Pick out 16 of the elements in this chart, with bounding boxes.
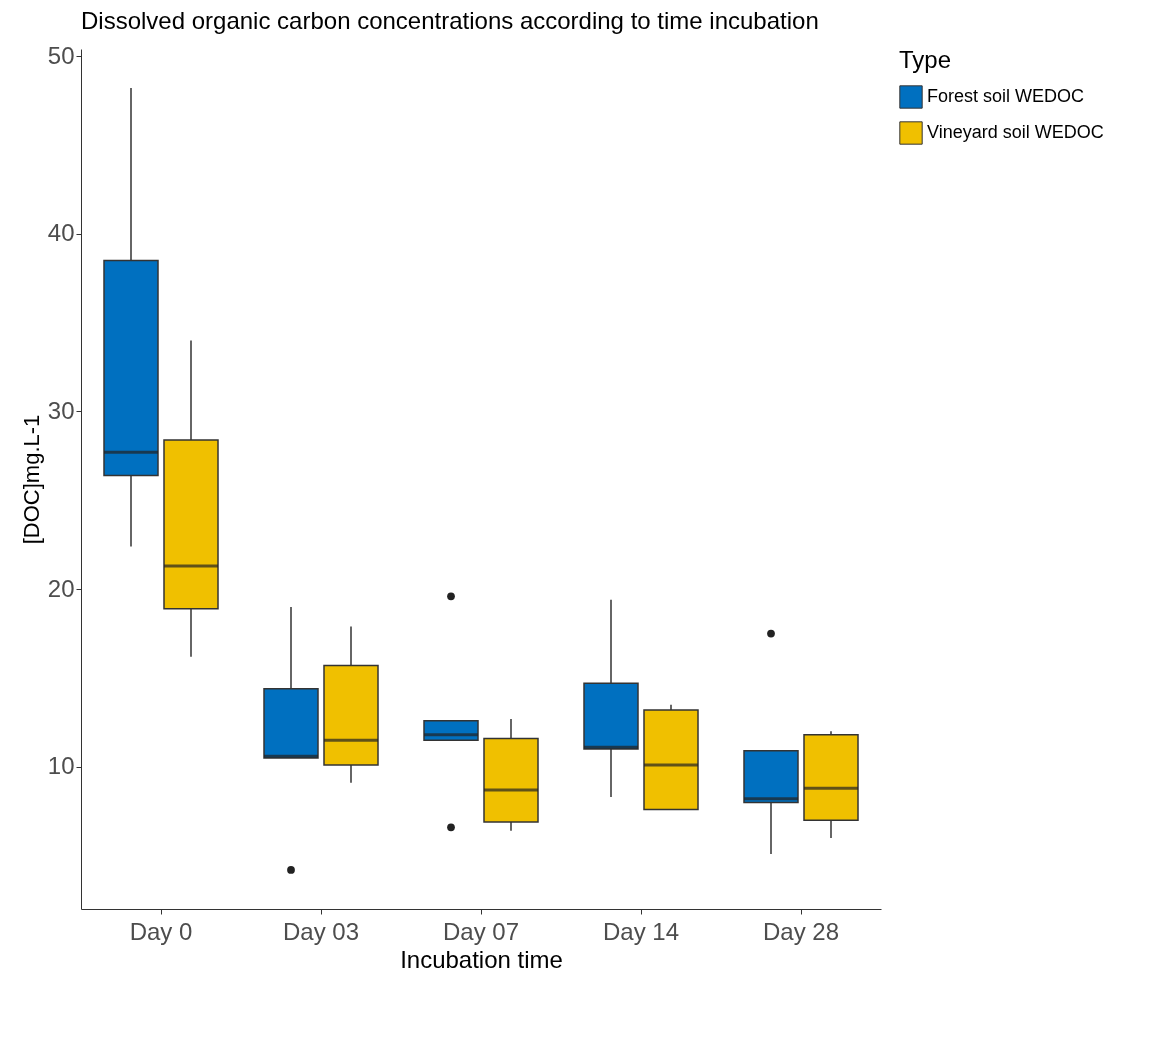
x-tick-label: Day 28	[762, 917, 840, 945]
y-tick-label: 10	[47, 752, 75, 780]
x-tick-label: Day 14	[602, 917, 680, 945]
y-tick-label: 40	[47, 219, 75, 247]
x-tick-label: Day 0	[129, 917, 193, 945]
chart-title: Dissolved organic carbon concentrations according to time incubation	[81, 7, 819, 35]
legend-label: Forest soil WEDOC	[927, 86, 1085, 106]
x-axis-title: Incubation time	[400, 945, 563, 973]
y-axis-title: [DOC]mg.L-1	[18, 414, 44, 545]
y-tick-label: 50	[47, 41, 75, 69]
legend-title: Type	[899, 46, 952, 73]
x-tick-label: Day 07	[442, 917, 520, 945]
y-tick-label: 20	[47, 574, 75, 602]
legend-label: Vineyard soil WEDOC	[927, 122, 1104, 142]
x-tick-label: Day 03	[282, 917, 360, 945]
y-tick-label: 30	[47, 396, 75, 424]
